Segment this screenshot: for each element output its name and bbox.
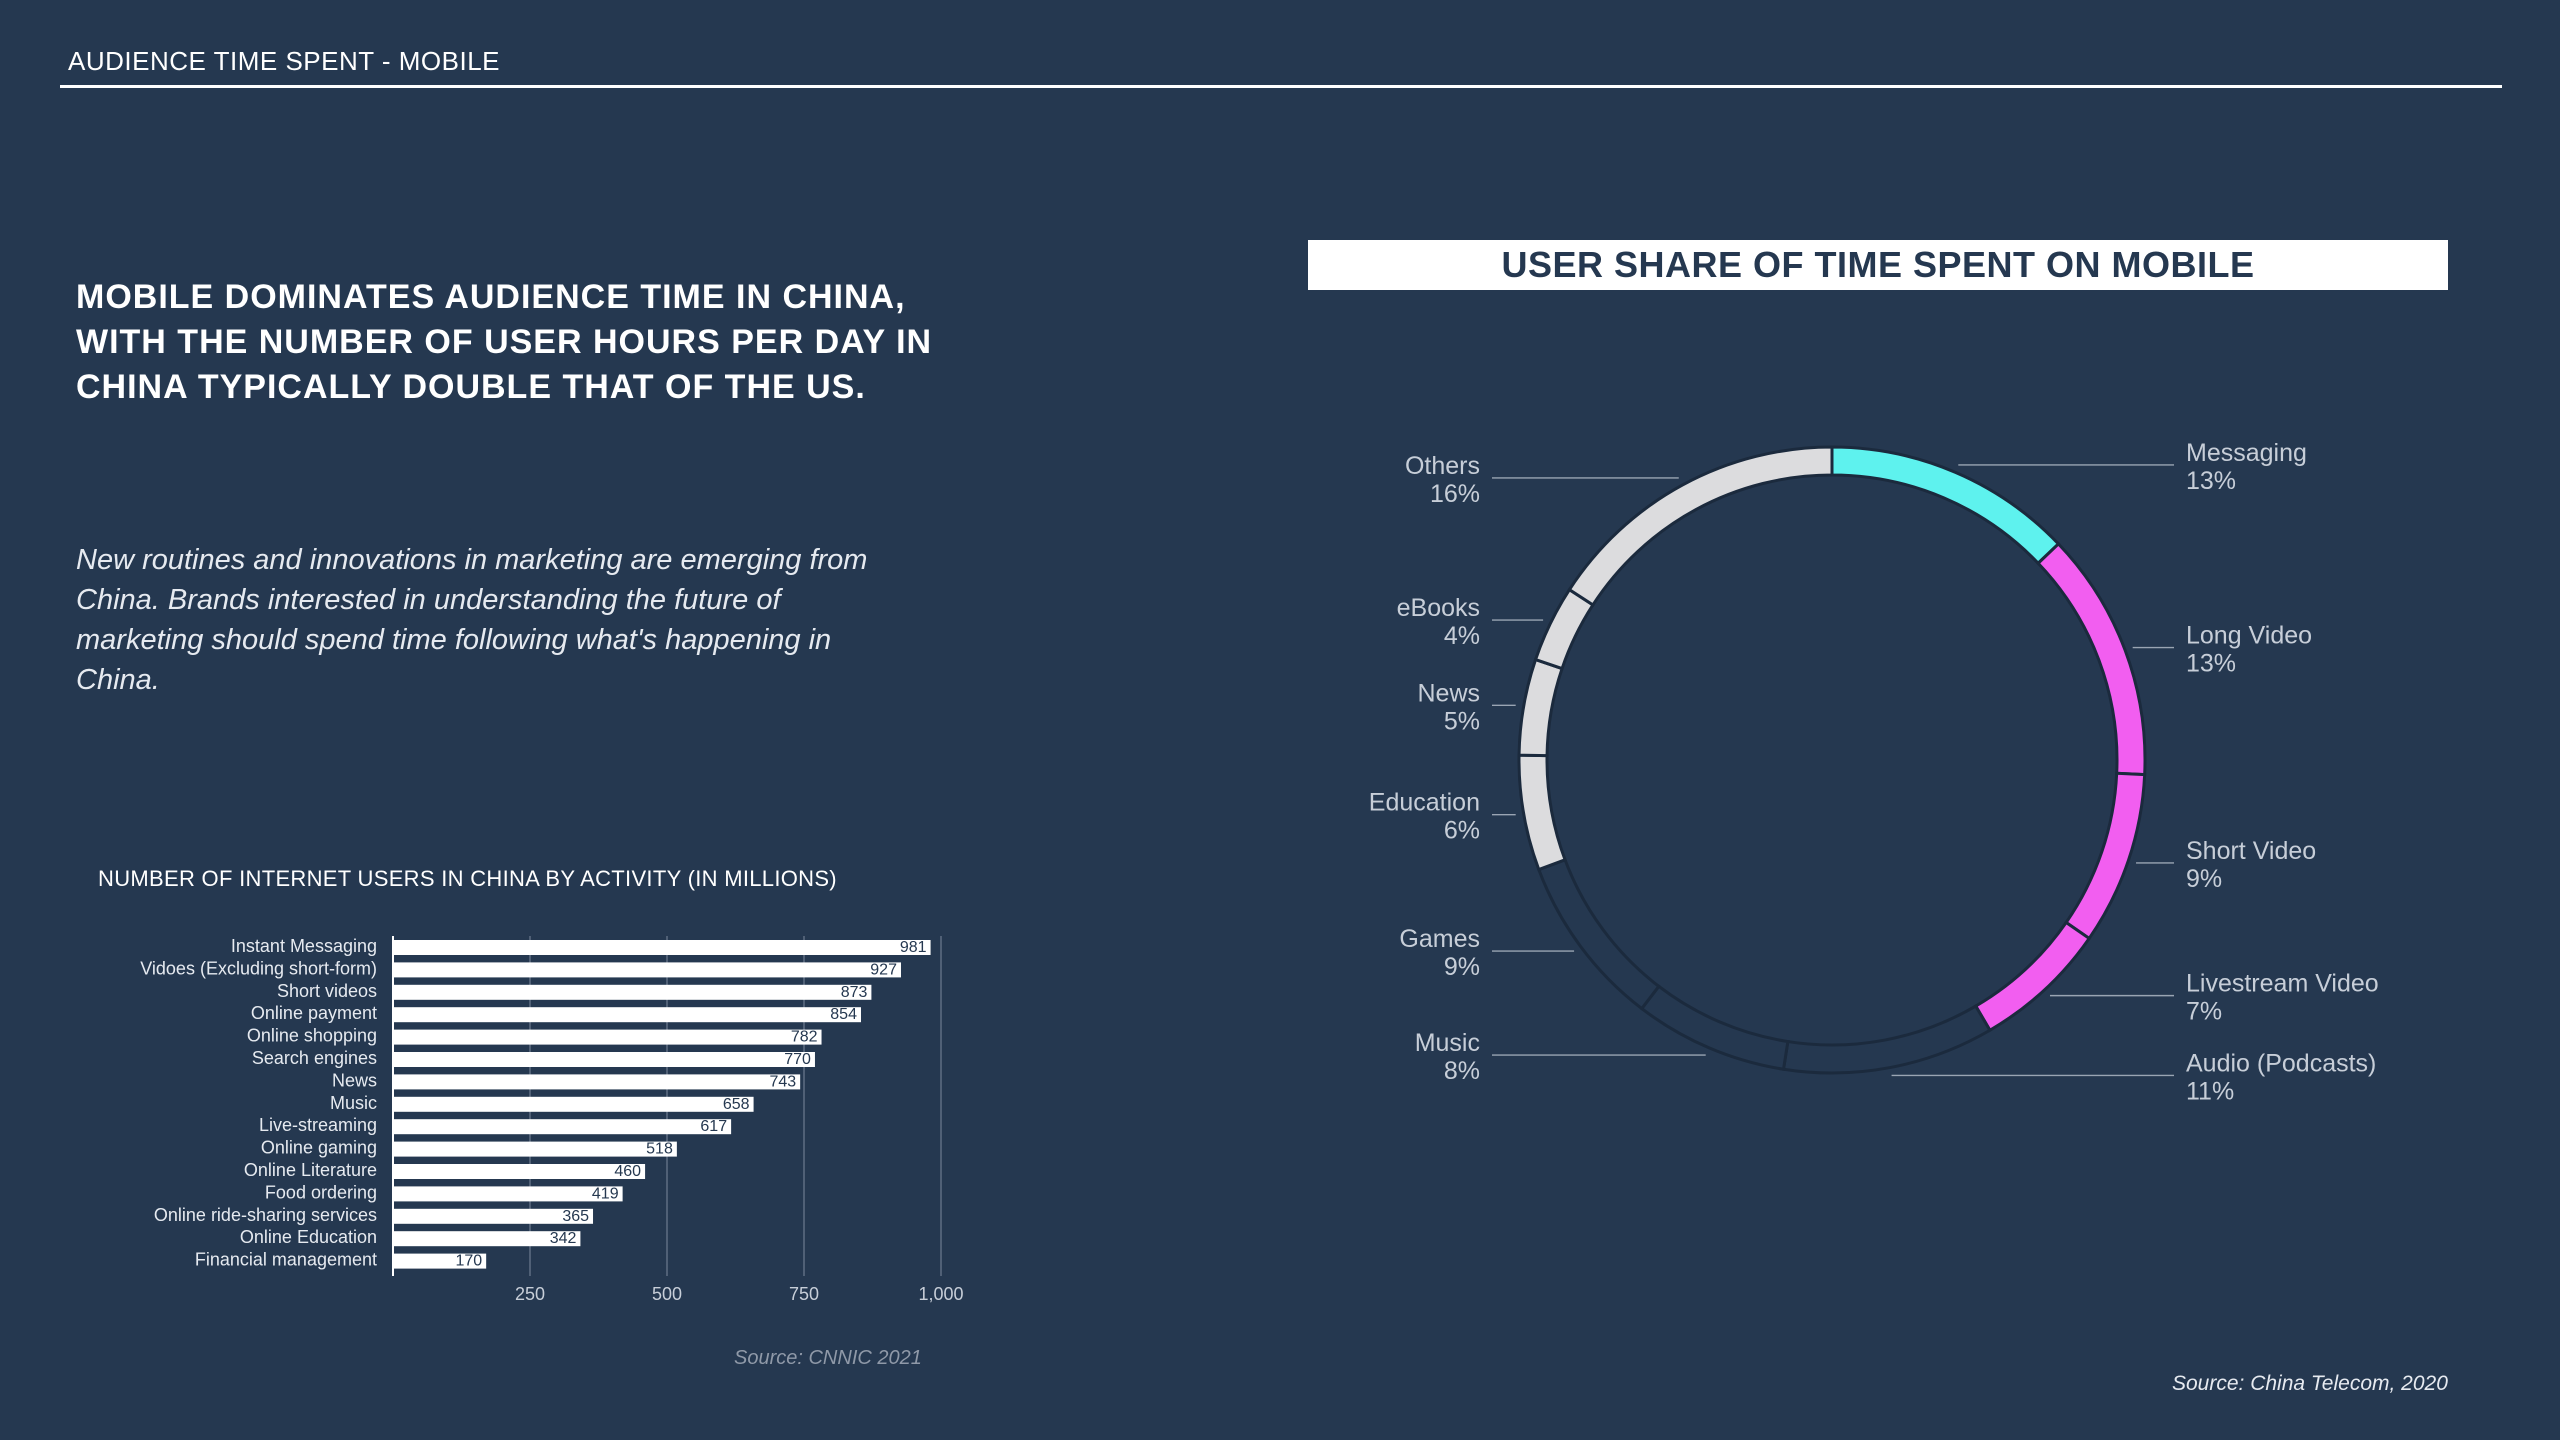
category-label: Online shopping — [247, 1026, 377, 1046]
slice-name-label: News — [1417, 679, 1480, 707]
category-label: Financial management — [195, 1250, 377, 1270]
slice-name-label: eBooks — [1397, 594, 1480, 622]
category-label: Online gaming — [261, 1138, 377, 1158]
bar-value-label: 617 — [700, 1118, 727, 1135]
donut-chart-source: Source: China Telecom, 2020 — [2172, 1372, 2448, 1395]
slice-name-label: Education — [1369, 789, 1480, 817]
bar — [393, 1074, 801, 1090]
bar-value-label: 170 — [455, 1253, 482, 1270]
x-tick-label: 500 — [652, 1284, 682, 1304]
category-label: News — [332, 1070, 377, 1090]
slice-value-label: 8% — [1444, 1057, 1480, 1085]
slice-value-label: 6% — [1444, 817, 1480, 845]
bar-value-label: 770 — [784, 1051, 811, 1068]
donut-slice — [1781, 1004, 1992, 1075]
donut-slice — [1533, 587, 1595, 671]
slice-name-label: Others — [1405, 452, 1480, 480]
donut-slice — [1517, 657, 1564, 758]
category-label: Food ordering — [265, 1182, 377, 1202]
bar — [393, 1052, 815, 1067]
bar-value-label: 981 — [900, 939, 927, 956]
bar-value-label: 342 — [550, 1230, 577, 1247]
donut-slice — [1517, 753, 1567, 872]
slice-value-label: 16% — [1430, 480, 1480, 508]
bar-value-label: 419 — [592, 1185, 619, 1202]
category-label: Instant Messaging — [231, 936, 377, 956]
x-tick-label: 250 — [515, 1284, 545, 1304]
bar — [393, 1164, 646, 1179]
donut-slice — [2036, 541, 2147, 777]
bar-value-label: 927 — [870, 961, 897, 978]
category-label: Search engines — [252, 1048, 377, 1068]
bar — [393, 1253, 487, 1269]
slice-name-label: Audio (Podcasts) — [2186, 1049, 2376, 1077]
bar — [393, 984, 872, 1000]
category-label: Music — [330, 1093, 377, 1113]
slice-value-label: 9% — [1444, 953, 1480, 981]
bar — [393, 1096, 754, 1112]
bar — [393, 1119, 732, 1135]
slice-name-label: Livestream Video — [2186, 970, 2379, 998]
slice-value-label: 9% — [2186, 865, 2222, 893]
slice-name-label: Music — [1415, 1029, 1480, 1057]
slice-value-label: 4% — [1444, 622, 1480, 650]
category-label: Online payment — [251, 1003, 377, 1023]
category-label: Live-streaming — [259, 1115, 377, 1135]
slice-name-label: Long Video — [2186, 622, 2312, 650]
bar-chart-title: NUMBER OF INTERNET USERS IN CHINA BY ACT… — [98, 866, 837, 891]
donut-slice — [1567, 445, 1834, 607]
donut-slice — [1639, 984, 1790, 1071]
category-label: Online Education — [240, 1227, 377, 1247]
bar-value-label: 518 — [646, 1141, 673, 1158]
bar — [393, 1231, 581, 1247]
slice-value-label: 13% — [2186, 467, 2236, 495]
bar — [393, 1029, 822, 1045]
bar — [393, 940, 931, 955]
bar-value-label: 782 — [791, 1029, 818, 1046]
slice-value-label: 11% — [2186, 1077, 2234, 1105]
donut-title-box: USER SHARE OF TIME SPENT ON MOBILE — [1308, 240, 2448, 290]
slice-value-label: 5% — [1444, 707, 1480, 735]
title-divider — [60, 85, 2502, 88]
slice-value-label: 7% — [2186, 998, 2222, 1026]
bar — [393, 962, 901, 978]
category-label: Vidoes (Excluding short-form) — [140, 958, 377, 978]
bar-value-label: 460 — [614, 1163, 641, 1180]
bar — [393, 1007, 861, 1023]
x-tick-label: 1,000 — [918, 1284, 963, 1304]
bar — [393, 1141, 677, 1157]
slice-name-label: Short Video — [2186, 837, 2316, 865]
headline: MOBILE DOMINATES AUDIENCE TIME IN CHINA,… — [76, 278, 933, 406]
bar-value-label: 658 — [723, 1096, 750, 1113]
bar-value-label: 365 — [562, 1208, 589, 1225]
slice-name-label: Games — [1399, 925, 1480, 953]
bar-chart-source: Source: CNNIC 2021 — [734, 1347, 922, 1369]
bar-chart: 250 500 750 1,000 Instant Messaging 981 Vidoes… — [140, 936, 964, 1304]
donut-chart-title: USER SHARE OF TIME SPENT ON MOBILE — [1501, 244, 2255, 285]
slide-title: AUDIENCE TIME SPENT - MOBILE — [68, 46, 501, 76]
category-label: Online ride-sharing services — [154, 1205, 377, 1225]
bar-value-label: 873 — [841, 984, 868, 1001]
category-label: Online Literature — [244, 1160, 377, 1180]
bar — [393, 1208, 594, 1224]
bar-value-label: 743 — [769, 1073, 796, 1090]
bar-value-label: 854 — [830, 1006, 857, 1023]
donut-slice — [1973, 920, 2092, 1033]
slice-value-label: 13% — [2186, 650, 2236, 678]
donut-slice — [2064, 771, 2147, 941]
donut-slice — [1536, 857, 1661, 1011]
bar — [393, 1186, 623, 1202]
body-text: New routines and innovations in marketin… — [76, 544, 868, 696]
category-label: Short videos — [277, 981, 377, 1001]
slice-name-label: Messaging — [2186, 439, 2307, 467]
x-tick-label: 750 — [789, 1284, 819, 1304]
